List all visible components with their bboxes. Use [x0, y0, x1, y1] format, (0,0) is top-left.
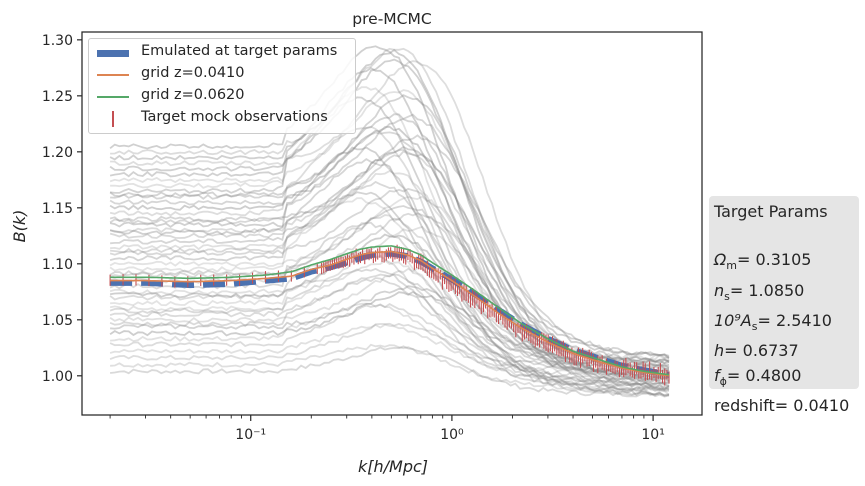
param-sub: s — [724, 289, 730, 303]
param-redshift: redshift= 0.0410 — [714, 394, 859, 418]
param-omega-m: Ωm= 0.3105 — [714, 248, 859, 278]
background-curve — [109, 48, 670, 391]
param-a-s: 10⁹As= 2.5410 — [714, 309, 859, 339]
y-tick-label: 1.05 — [42, 313, 73, 329]
params-title: Target Params — [714, 202, 828, 221]
background-curve — [109, 187, 670, 385]
param-symbol: Ω — [714, 250, 727, 270]
y-tick-label: 1.25 — [42, 89, 73, 105]
legend-swatch-grid-z0410 — [97, 74, 129, 76]
param-symbol: f — [714, 365, 720, 385]
param-sub: m — [726, 259, 737, 273]
background-curve — [110, 158, 669, 379]
background-curve — [109, 89, 670, 368]
background-curve — [109, 94, 670, 358]
chart-title: pre-MCMC — [352, 10, 431, 28]
background-curve — [110, 343, 670, 393]
legend-swatch-target-mock — [112, 111, 114, 127]
param-symbol: h — [714, 341, 725, 361]
background-curve — [109, 58, 670, 360]
background-curve — [109, 322, 669, 388]
background-curve — [109, 259, 670, 392]
background-curve — [109, 221, 670, 374]
params-spacer — [714, 224, 859, 248]
target-params-box: Target Params Ωm= 0.3105 ns= 1.0850 10⁹A… — [709, 196, 859, 415]
param-f-phi: fϕ= 0.4800 — [714, 364, 859, 394]
legend-label: grid z=0.0620 — [141, 87, 245, 103]
y-tick-label: 1.15 — [42, 201, 73, 217]
param-h: h= 0.6737 — [714, 339, 859, 363]
series-grid-z0620 — [110, 245, 670, 376]
y-axis-label: B(k) — [10, 210, 29, 243]
series-layer — [109, 244, 670, 386]
background-curve — [109, 134, 670, 357]
background-curve — [109, 96, 670, 378]
background-curve — [109, 195, 670, 396]
background-curve — [109, 277, 670, 392]
legend-label: Emulated at target params — [141, 43, 338, 59]
background-curve — [109, 267, 670, 374]
background-curve — [109, 125, 670, 397]
y-tick-label: 1.30 — [42, 33, 73, 49]
param-value: = 0.6737 — [724, 341, 799, 361]
y-tick-label: 1.10 — [42, 257, 73, 273]
legend-label: Target mock observations — [141, 109, 328, 125]
param-value: = 0.0410 — [774, 395, 850, 415]
background-curve — [109, 323, 670, 383]
x-tick-label: 10⁰ — [440, 427, 464, 443]
param-symbol: redshift — [714, 395, 775, 415]
background-curve — [110, 345, 670, 398]
background-curve — [109, 125, 670, 391]
legend-item-emulated: Emulated at target params — [89, 42, 355, 64]
background-curve — [110, 302, 670, 375]
background-curve — [109, 145, 670, 363]
y-tick-label: 1.00 — [42, 369, 73, 385]
param-value: = 0.4800 — [726, 365, 802, 385]
param-n-s: ns= 1.0850 — [714, 279, 859, 309]
param-value: = 2.5410 — [757, 310, 832, 330]
background-curve — [109, 273, 670, 397]
background-curve — [109, 303, 670, 379]
param-value: = 0.3105 — [736, 250, 812, 270]
param-symbol: n — [714, 280, 725, 300]
legend-label: grid z=0.0410 — [141, 65, 245, 81]
legend: Emulated at target params grid z=0.0410 … — [88, 38, 356, 134]
legend-item-grid-z0620: grid z=0.0620 — [89, 86, 355, 108]
param-sub: ϕ — [719, 374, 727, 388]
legend-item-target-mock: Target mock observations — [89, 108, 355, 130]
background-curve — [109, 249, 670, 383]
background-curve — [109, 146, 670, 388]
legend-swatch-emulated — [97, 50, 129, 57]
legend-swatch-grid-z0620 — [97, 96, 129, 98]
x-tick-label: 10⁻¹ — [235, 427, 266, 443]
param-symbol: 10⁹A — [714, 310, 752, 330]
axis-ticks: 1.00 1.05 1.10 1.15 1.20 1.25 1.30 10⁻¹ 10⁰ 10¹ — [42, 33, 665, 443]
x-tick-label: 10¹ — [641, 427, 664, 443]
legend-item-grid-z0410: grid z=0.0410 — [89, 64, 355, 86]
x-axis-label: k[h/Mpc] — [358, 457, 428, 476]
series-emulated — [110, 250, 670, 378]
background-curve — [110, 169, 670, 382]
background-curve — [109, 212, 670, 364]
series-grid-z0410 — [110, 250, 670, 377]
plot-frame — [81, 31, 703, 416]
background-curve — [109, 233, 670, 397]
param-value: = 1.0850 — [729, 280, 805, 300]
background-curve — [109, 191, 670, 391]
param-sub: s — [751, 320, 758, 334]
y-tick-label: 1.20 — [42, 145, 73, 161]
